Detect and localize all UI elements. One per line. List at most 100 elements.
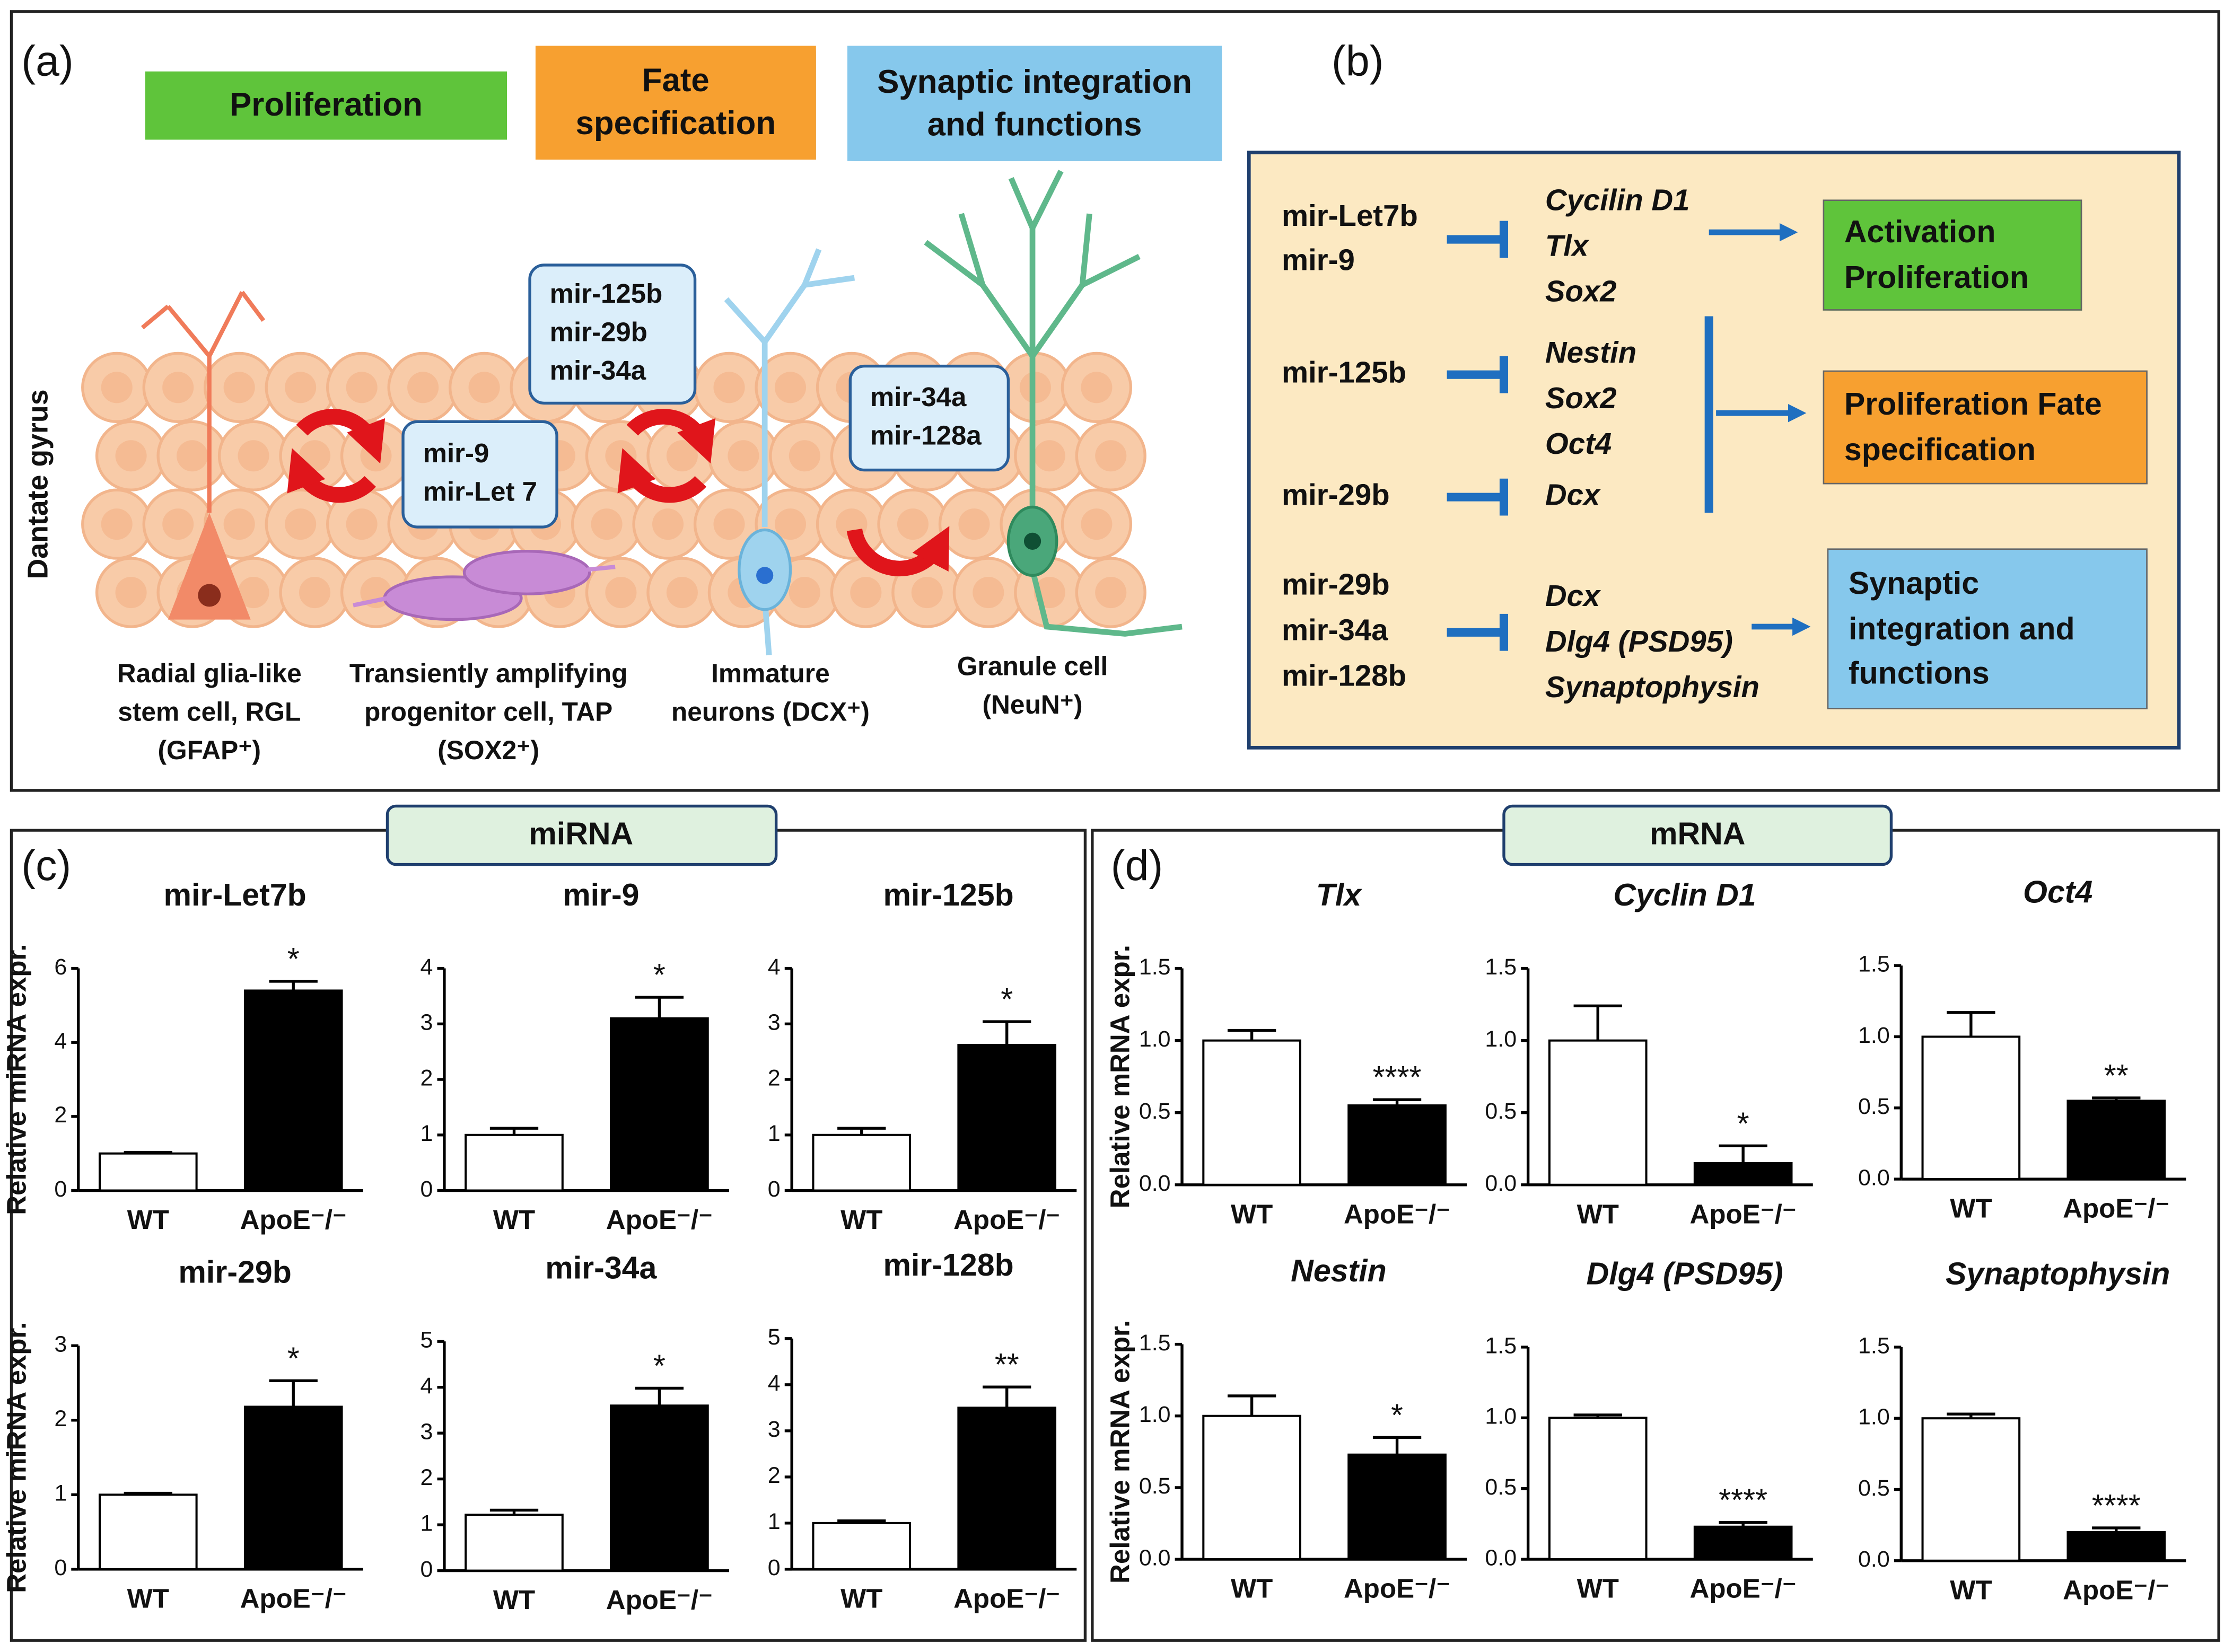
panel-label: (d): [1111, 842, 1163, 890]
bar: [465, 1133, 564, 1192]
significance-label: *: [287, 942, 300, 977]
y-tick-label: 3: [768, 1417, 781, 1442]
cell-label: Granule cell (NeuN⁺): [957, 651, 1108, 719]
y-tick-label: 4: [421, 954, 433, 980]
bar: [1921, 1417, 2021, 1562]
mirna-label: mir-9: [423, 438, 489, 468]
bar: [1548, 1039, 1648, 1186]
tap-process: [353, 565, 616, 608]
y-axis-label: Relative miRNA expr.: [1, 1322, 31, 1593]
cell-label: Radial glia-like stem cell, RGL (GFAP⁺): [117, 658, 302, 765]
pathway-target: Oct4: [1545, 427, 1612, 460]
rgl-nucleus: [198, 584, 221, 607]
y-tick-label: 3: [768, 1010, 781, 1035]
x-tick-label: WT: [127, 1583, 169, 1613]
tissue-nucleus: [101, 508, 133, 540]
mirna-box: [528, 263, 697, 405]
tissue-nucleus: [346, 508, 378, 540]
bar: [1202, 1039, 1301, 1186]
pathway-target: Sox2: [1545, 274, 1617, 307]
tissue-nucleus: [299, 577, 331, 609]
y-tick-label: 2: [421, 1465, 433, 1490]
y-tick-label: 1: [421, 1510, 433, 1536]
chart-title: mir-29b: [178, 1255, 291, 1290]
bar: [2066, 1100, 2166, 1181]
tissue-nucleus: [177, 440, 208, 472]
x-tick-label: ApoE⁻/⁻: [1690, 1574, 1797, 1604]
stage-box: Fate specification: [535, 46, 816, 160]
y-tick-label: 1: [421, 1121, 433, 1146]
chart-title: mir-128b: [883, 1247, 1013, 1282]
y-tick-label: 0: [768, 1555, 781, 1580]
significance-label: ****: [1373, 1060, 1422, 1095]
x-tick-label: WT: [1231, 1574, 1273, 1604]
mirna-label: mir-128a: [870, 420, 982, 450]
mirna-label: mir-29b: [550, 317, 647, 347]
significance-label: ****: [1719, 1483, 1767, 1518]
panel-label: (c): [21, 842, 71, 890]
tissue-nucleus: [346, 372, 378, 403]
chart-title: Oct4: [2023, 875, 2092, 910]
chart-title: mir-125b: [883, 877, 1013, 912]
group-label: miRNA: [529, 816, 633, 851]
mirna-label: mir-125b: [550, 278, 663, 309]
outcome-box: Activation Proliferation: [1823, 199, 2082, 311]
y-tick-label: 3: [421, 1419, 433, 1444]
cell-label: Transiently amplifying progenitor cell, …: [349, 658, 628, 765]
significance-label: ****: [2092, 1488, 2141, 1523]
bar: [243, 989, 343, 1192]
pathway-mirna: mir-128b: [1282, 659, 1406, 692]
tissue-nucleus: [958, 508, 990, 540]
x-tick-label: WT: [127, 1205, 169, 1235]
x-tick-label: ApoE⁻/⁻: [2063, 1193, 2169, 1224]
chart-title: mir-34a: [545, 1251, 657, 1286]
pathway-target: Sox2: [1545, 381, 1617, 415]
tissue-nucleus: [911, 577, 943, 609]
chart-title: Dlg4 (PSD95): [1587, 1256, 1783, 1291]
stage-box: Synaptic integration and functions: [847, 46, 1222, 161]
y-tick-label: 0: [421, 1176, 433, 1202]
cycle-arrow: [287, 448, 376, 503]
tissue-nucleus: [1081, 508, 1113, 540]
pathway-mirna: mir-125b: [1282, 356, 1406, 389]
y-tick-label: 4: [421, 1373, 433, 1399]
outcome-box-wrap: Proliferation Fate specification: [1823, 370, 2148, 485]
x-tick-label: ApoE⁻/⁻: [606, 1585, 713, 1615]
y-tick-label: 1.5: [1485, 954, 1517, 980]
pathway-target: Nestin: [1545, 336, 1636, 369]
pathway-mirna: mir-29b: [1282, 568, 1390, 601]
y-tick-label: 1.5: [1485, 1333, 1517, 1358]
y-tick-label: 1: [768, 1509, 781, 1534]
panel-label: (b): [1332, 37, 1383, 85]
y-tick-label: 2: [54, 1406, 67, 1431]
tissue-nucleus: [666, 577, 698, 609]
chart-title: Nestin: [1291, 1253, 1387, 1288]
y-tick-label: 0.0: [1485, 1545, 1517, 1570]
tissue-nucleus: [238, 577, 269, 609]
y-tick-label: 2: [421, 1065, 433, 1091]
significance-label: *: [1391, 1398, 1403, 1433]
y-tick-label: 1.5: [1858, 952, 1890, 977]
x-tick-label: WT: [1231, 1199, 1273, 1229]
y-tick-label: 4: [768, 1370, 781, 1396]
tissue-nucleus: [605, 577, 637, 609]
tissue-nucleus: [850, 577, 882, 609]
mirna-box: [848, 364, 1010, 472]
cell-label-wrap: Granule cell (NeuN⁺): [957, 651, 1108, 719]
y-tick-label: 0.5: [1485, 1474, 1517, 1500]
cycle-arrow: [296, 409, 386, 464]
tissue-nucleus: [223, 508, 255, 540]
tissue-nucleus: [973, 577, 1004, 609]
stage-box-wrap: Proliferation: [145, 71, 507, 140]
y-tick-label: 5: [768, 1324, 781, 1350]
y-tick-label: 0.0: [1485, 1171, 1517, 1196]
tissue-nucleus: [162, 508, 194, 540]
tissue-nucleus: [666, 440, 698, 472]
bar: [1347, 1104, 1447, 1186]
x-tick-label: WT: [1950, 1193, 1992, 1224]
tissue-nucleus: [774, 372, 807, 403]
mirna-label: mir-Let 7: [423, 476, 537, 506]
bar: [1347, 1453, 1447, 1561]
